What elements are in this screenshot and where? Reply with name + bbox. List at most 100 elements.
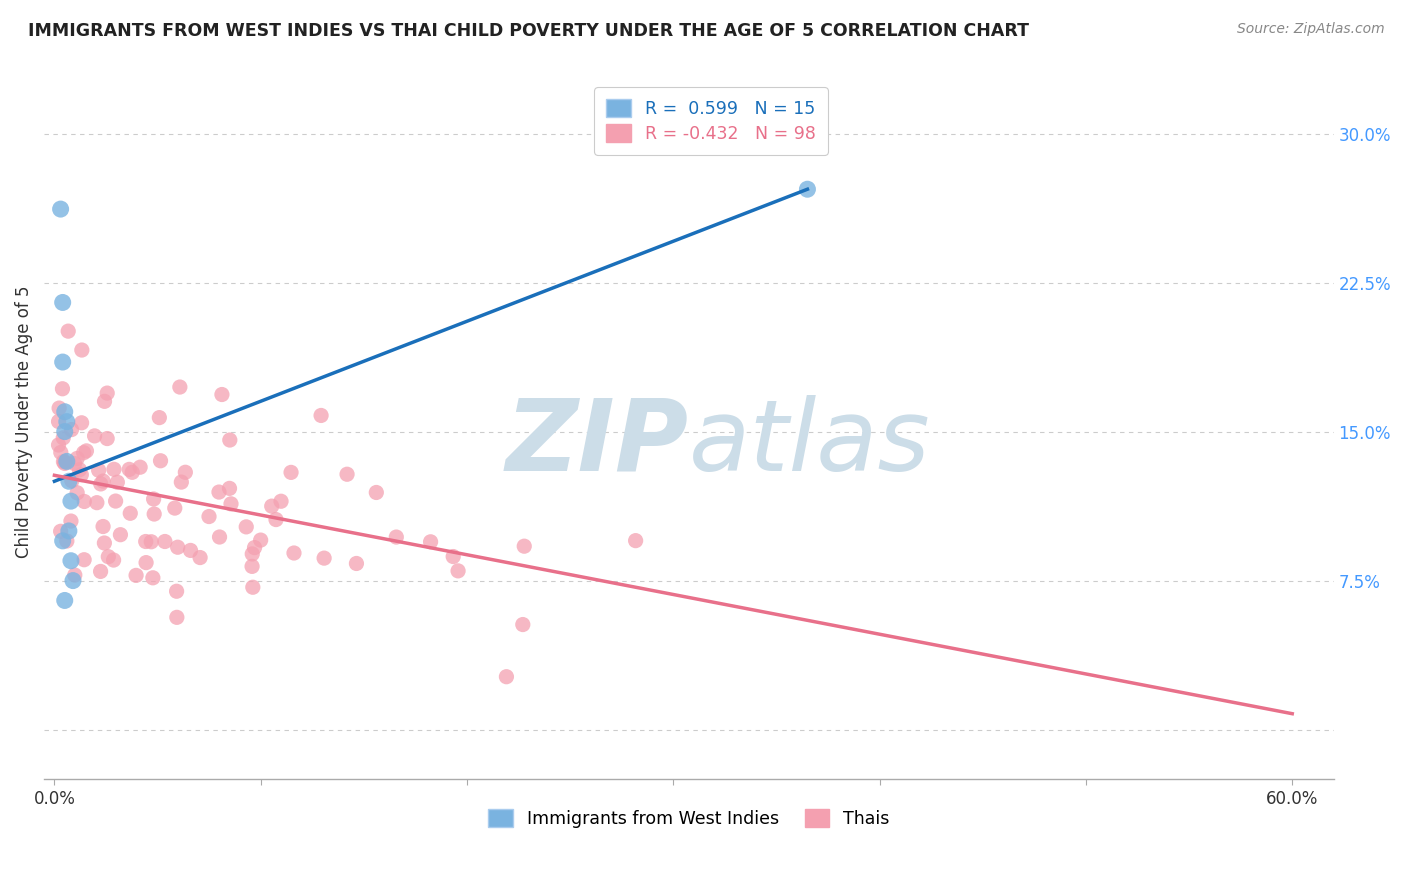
Point bbox=[91, 519, 114, 533]
Point bbox=[346, 557, 368, 571]
Point bbox=[219, 497, 242, 511]
Point bbox=[796, 182, 818, 196]
Point bbox=[148, 410, 170, 425]
Point bbox=[103, 553, 125, 567]
Point bbox=[170, 475, 193, 489]
Point bbox=[121, 465, 143, 479]
Point bbox=[512, 617, 534, 632]
Point bbox=[52, 431, 75, 445]
Point bbox=[249, 533, 271, 547]
Point bbox=[73, 494, 96, 508]
Point bbox=[59, 554, 82, 568]
Point bbox=[93, 536, 115, 550]
Point bbox=[58, 475, 80, 489]
Point bbox=[58, 324, 80, 338]
Point bbox=[59, 494, 82, 508]
Point bbox=[110, 527, 132, 541]
Point bbox=[53, 593, 76, 607]
Point bbox=[103, 462, 125, 476]
Point bbox=[129, 460, 152, 475]
Point bbox=[53, 405, 76, 419]
Point bbox=[208, 485, 231, 500]
Point bbox=[264, 512, 287, 526]
Point bbox=[62, 574, 84, 588]
Point bbox=[336, 467, 359, 482]
Point bbox=[48, 415, 70, 429]
Point bbox=[75, 443, 97, 458]
Point bbox=[60, 474, 83, 488]
Point bbox=[495, 670, 517, 684]
Text: ZIP: ZIP bbox=[506, 394, 689, 491]
Text: Source: ZipAtlas.com: Source: ZipAtlas.com bbox=[1237, 22, 1385, 37]
Point bbox=[283, 546, 305, 560]
Point bbox=[96, 432, 118, 446]
Point bbox=[60, 423, 83, 437]
Point bbox=[48, 401, 70, 416]
Point bbox=[385, 530, 408, 544]
Point bbox=[56, 534, 79, 549]
Point bbox=[73, 552, 96, 566]
Point bbox=[73, 446, 96, 460]
Point bbox=[166, 584, 188, 599]
Point bbox=[56, 454, 79, 468]
Text: atlas: atlas bbox=[689, 394, 931, 491]
Point bbox=[240, 559, 263, 574]
Point bbox=[198, 509, 221, 524]
Point bbox=[53, 425, 76, 439]
Point bbox=[141, 534, 163, 549]
Point bbox=[174, 465, 197, 479]
Point bbox=[70, 467, 93, 482]
Point bbox=[70, 416, 93, 430]
Point bbox=[188, 550, 211, 565]
Point bbox=[243, 541, 266, 555]
Point bbox=[63, 568, 86, 582]
Point bbox=[91, 474, 114, 488]
Point bbox=[96, 386, 118, 401]
Point bbox=[441, 549, 464, 564]
Point bbox=[309, 409, 332, 423]
Point bbox=[53, 457, 76, 471]
Point bbox=[624, 533, 647, 548]
Point bbox=[90, 477, 112, 491]
Point bbox=[166, 610, 188, 624]
Point bbox=[366, 485, 388, 500]
Point bbox=[149, 454, 172, 468]
Point bbox=[52, 455, 75, 469]
Point bbox=[49, 445, 72, 459]
Point bbox=[52, 355, 75, 369]
Point bbox=[56, 415, 79, 429]
Point bbox=[166, 540, 188, 554]
Point bbox=[260, 499, 283, 513]
Point bbox=[125, 568, 148, 582]
Point bbox=[142, 571, 165, 585]
Point bbox=[419, 534, 441, 549]
Point bbox=[87, 463, 110, 477]
Point bbox=[70, 343, 93, 357]
Point bbox=[163, 501, 186, 516]
Point bbox=[83, 429, 105, 443]
Legend: Immigrants from West Indies, Thais: Immigrants from West Indies, Thais bbox=[481, 802, 896, 835]
Point bbox=[447, 564, 470, 578]
Point bbox=[270, 494, 292, 508]
Point bbox=[63, 457, 86, 471]
Point bbox=[93, 394, 115, 409]
Point bbox=[118, 462, 141, 476]
Point bbox=[280, 466, 302, 480]
Point bbox=[218, 482, 240, 496]
Point bbox=[242, 580, 264, 594]
Point bbox=[105, 475, 128, 490]
Y-axis label: Child Poverty Under the Age of 5: Child Poverty Under the Age of 5 bbox=[15, 285, 32, 558]
Point bbox=[86, 496, 108, 510]
Point bbox=[58, 524, 80, 538]
Point bbox=[48, 438, 70, 452]
Point bbox=[69, 463, 91, 477]
Point bbox=[66, 485, 89, 500]
Point bbox=[120, 506, 142, 520]
Point bbox=[135, 534, 157, 549]
Point bbox=[314, 551, 336, 566]
Point bbox=[104, 494, 127, 508]
Point bbox=[52, 295, 75, 310]
Point bbox=[169, 380, 191, 394]
Point bbox=[143, 507, 166, 521]
Point bbox=[90, 565, 112, 579]
